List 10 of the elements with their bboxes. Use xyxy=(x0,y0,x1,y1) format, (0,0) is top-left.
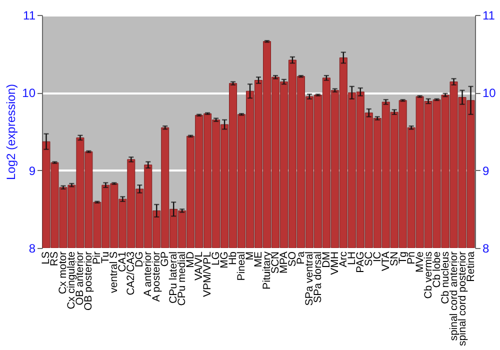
y2-tick-label: 8 xyxy=(482,242,490,256)
y2-tick-label: 11 xyxy=(482,8,496,22)
y2-tick-label: 10 xyxy=(482,86,496,100)
y-tick-label: 11 xyxy=(23,8,36,22)
y-tick-label: 10 xyxy=(22,86,36,100)
y-tick-label: 9 xyxy=(28,164,36,178)
x-tick-label: Tg xyxy=(396,251,409,264)
y-axis-title: Log2 (expression) xyxy=(4,84,18,180)
y-tick-label: 8 xyxy=(28,242,36,256)
y2-tick-label: 9 xyxy=(482,164,490,178)
